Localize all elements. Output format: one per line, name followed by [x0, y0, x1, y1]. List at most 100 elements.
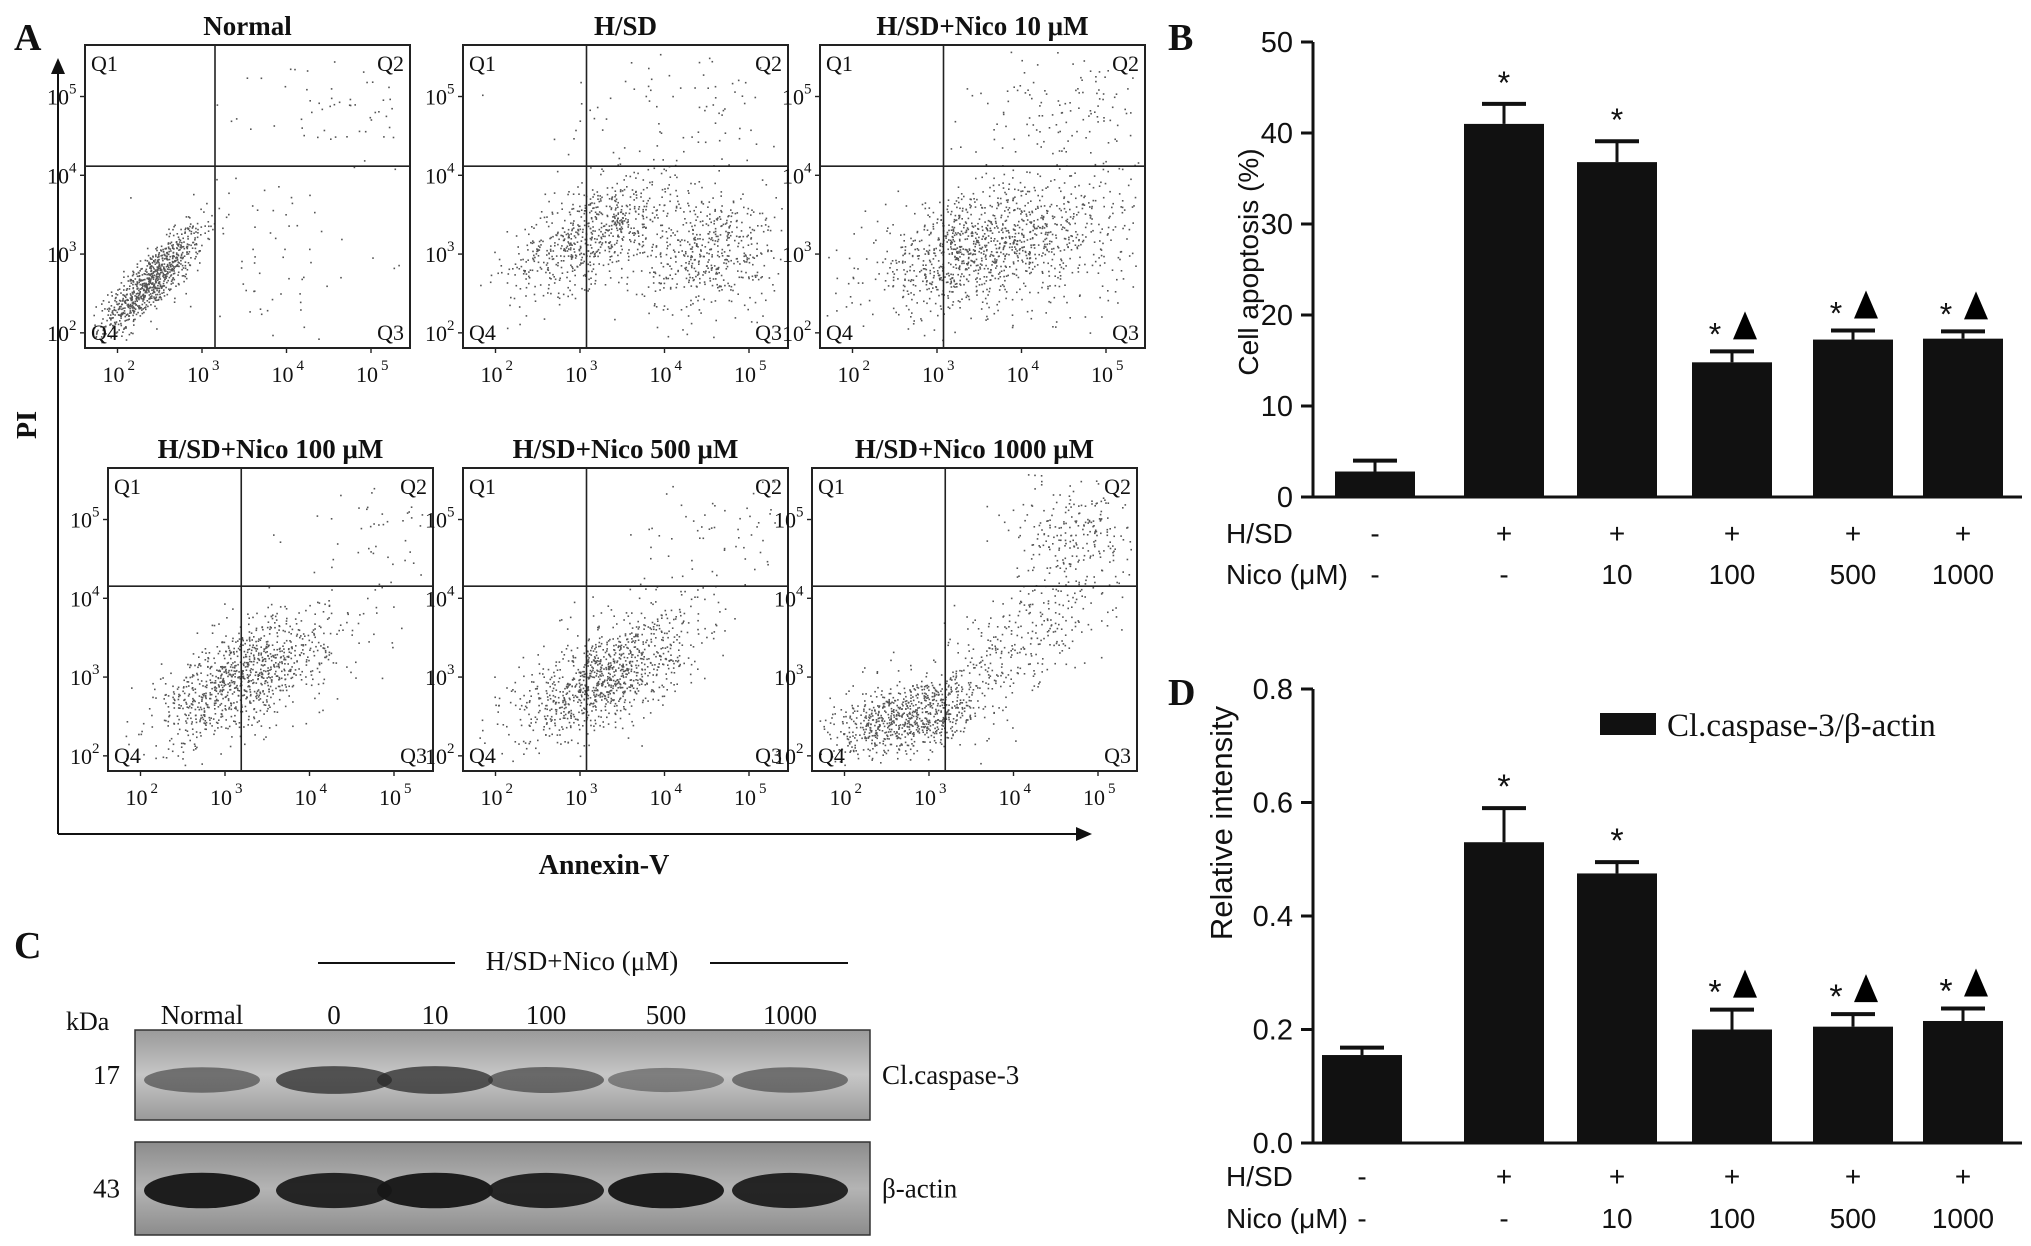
event-dot	[587, 244, 589, 246]
event-dot	[756, 242, 758, 245]
event-dot	[383, 136, 385, 138]
event-dot	[908, 308, 910, 311]
event-dot	[536, 250, 538, 253]
event-dot	[147, 254, 150, 257]
event-dot	[646, 202, 648, 205]
event-dot	[1016, 255, 1019, 257]
event-dot	[259, 691, 261, 694]
event-dot	[713, 222, 715, 225]
event-dot	[643, 226, 646, 228]
event-dot	[223, 666, 225, 668]
event-dot	[1102, 168, 1105, 171]
event-dot	[255, 671, 257, 674]
event-dot	[419, 525, 422, 527]
event-dot	[253, 708, 256, 710]
event-dot	[158, 263, 161, 266]
event-dot	[156, 260, 159, 262]
event-dot	[617, 212, 620, 214]
event-dot	[518, 268, 521, 270]
event-dot	[1004, 210, 1006, 212]
event-dot	[94, 327, 96, 329]
event-dot	[580, 103, 583, 105]
event-dot	[700, 312, 702, 314]
event-dot	[167, 272, 169, 274]
event-dot	[948, 253, 951, 255]
event-dot	[770, 250, 773, 252]
event-dot	[1003, 242, 1006, 244]
event-dot	[177, 686, 180, 689]
event-dot	[546, 696, 549, 698]
event-dot	[177, 698, 180, 701]
event-dot	[203, 722, 205, 724]
event-dot	[1041, 195, 1044, 198]
event-dot	[987, 219, 990, 222]
event-dot	[950, 263, 952, 266]
event-dot	[982, 191, 984, 193]
event-dot	[144, 291, 147, 294]
event-dot	[105, 325, 107, 328]
event-dot	[1097, 105, 1099, 107]
y-tick-label: 10	[782, 163, 804, 188]
event-dot	[178, 704, 180, 706]
event-dot	[1002, 237, 1004, 239]
event-dot	[613, 243, 616, 246]
event-dot	[394, 168, 397, 171]
event-dot	[230, 657, 232, 660]
event-dot	[922, 264, 924, 266]
event-dot	[615, 242, 618, 244]
event-dot	[131, 274, 134, 277]
event-dot	[279, 661, 281, 664]
event-dot	[513, 297, 516, 300]
event-dot	[1028, 266, 1031, 269]
x-tick-exponent: 5	[1116, 358, 1124, 374]
event-dot	[975, 241, 978, 243]
event-dot	[1072, 63, 1074, 65]
event-dot	[132, 305, 134, 308]
event-dot	[157, 299, 159, 301]
event-dot	[581, 236, 584, 238]
event-dot	[848, 257, 851, 260]
event-dot	[165, 757, 168, 759]
event-dot	[1076, 247, 1079, 250]
event-dot	[690, 285, 693, 287]
event-dot	[663, 282, 666, 285]
event-dot	[264, 660, 267, 663]
event-dot	[607, 640, 610, 642]
event-dot	[288, 225, 290, 227]
event-dot	[755, 143, 758, 145]
event-dot	[291, 666, 293, 668]
event-dot	[914, 212, 916, 215]
event-dot	[721, 248, 724, 251]
event-dot	[211, 214, 213, 217]
x-tick-exponent: 3	[212, 358, 220, 374]
event-dot	[198, 702, 200, 704]
event-dot	[956, 286, 958, 288]
event-dot	[310, 684, 313, 687]
event-dot	[619, 189, 622, 191]
event-dot	[181, 251, 184, 254]
event-dot	[188, 705, 191, 708]
event-dot	[245, 289, 247, 292]
event-dot	[975, 285, 978, 288]
event-dot	[255, 629, 258, 632]
event-dot	[691, 277, 694, 279]
event-dot	[1020, 241, 1023, 243]
event-dot	[262, 677, 265, 679]
event-dot	[341, 238, 343, 241]
event-dot	[726, 259, 728, 261]
event-dot	[311, 670, 314, 672]
event-dot	[985, 227, 987, 229]
event-dot	[180, 253, 183, 256]
event-dot	[163, 698, 165, 700]
event-dot	[1053, 296, 1056, 299]
event-dot	[990, 279, 992, 281]
event-dot	[255, 627, 258, 630]
event-dot	[1101, 316, 1103, 318]
event-dot	[242, 694, 244, 697]
event-dot	[558, 238, 560, 241]
event-dot	[192, 697, 194, 700]
event-dot	[974, 201, 976, 203]
event-dot	[710, 238, 712, 241]
event-dot	[993, 190, 995, 192]
event-dot	[1051, 258, 1054, 261]
